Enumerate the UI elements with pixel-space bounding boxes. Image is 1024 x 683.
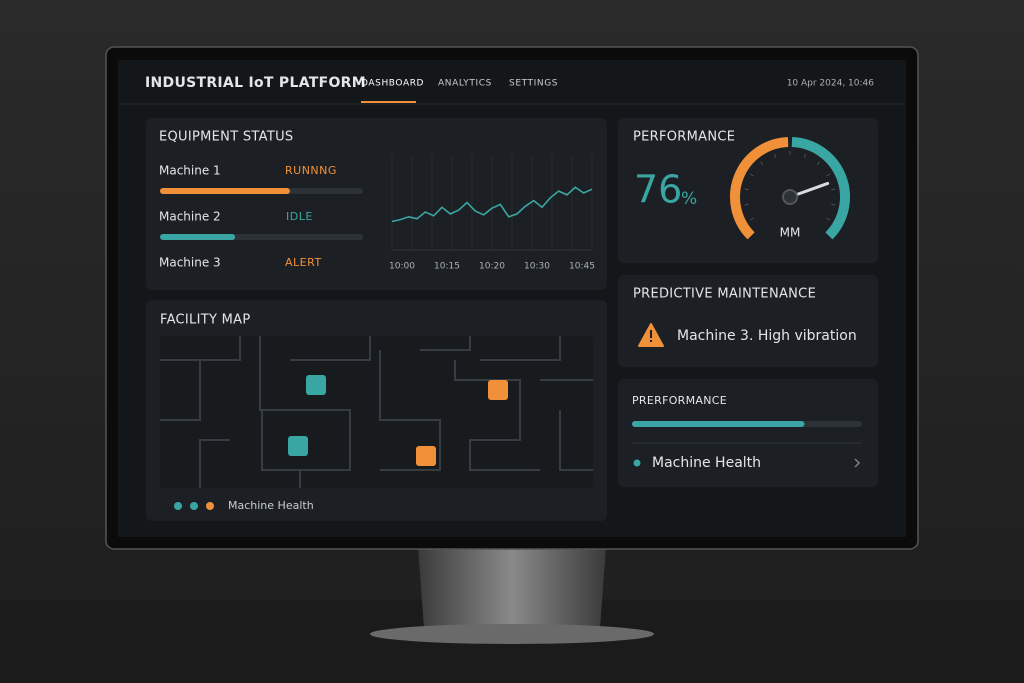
x-tick-label: 10:00 [389, 262, 415, 272]
nav-item[interactable]: DASHBOARD [361, 79, 424, 89]
machine-name: Machine 1 [159, 164, 221, 178]
legend-dot [206, 502, 214, 510]
gauge-tick [760, 161, 764, 166]
gauge-tick [803, 153, 807, 158]
progress-bar [160, 234, 236, 240]
gauge-tick [831, 188, 836, 191]
stand-base [370, 624, 654, 644]
maintenance-panel [618, 275, 878, 367]
map-marker[interactable] [288, 436, 308, 456]
legend-dot [174, 502, 182, 510]
stand-neck [418, 548, 606, 628]
map-walls [160, 336, 593, 488]
panel-title: PERFORMANCE [633, 130, 735, 145]
gauge-tick [749, 217, 754, 221]
machine-status: RUNNNG [285, 164, 337, 177]
chevron[interactable] [854, 458, 861, 468]
gauge-hub [782, 189, 798, 205]
maintenance-message: Machine 3. High vibration [677, 328, 857, 344]
machine-name: Machine 2 [159, 210, 221, 224]
gauge-tick [773, 153, 777, 158]
map-marker[interactable] [306, 375, 326, 395]
gauge-tick [826, 217, 831, 221]
nav-item[interactable]: SETTINGS [509, 79, 558, 89]
machine-name: Machine 3 [159, 256, 221, 270]
warning-icon-dot [650, 340, 652, 342]
gauge-tick [744, 188, 749, 191]
map-area [160, 336, 593, 488]
gauge-tick [831, 203, 836, 206]
x-tick-label: 10:45 [569, 262, 595, 272]
gauge-arc [730, 137, 789, 240]
x-tick-label: 10:15 [434, 262, 460, 272]
legend-label: Machine Health [228, 499, 314, 512]
performance-bar-panel [618, 379, 878, 487]
panel-title: PRERFORMANCE [632, 394, 727, 407]
panel-title: EQUIPMENT STATUS [159, 130, 293, 145]
performance-panel [618, 118, 878, 263]
map-marker[interactable] [488, 380, 508, 400]
gauge-tick [826, 173, 831, 177]
x-tick-label: 10:20 [479, 262, 505, 272]
legend-dot [190, 502, 198, 510]
gauge-tick [749, 173, 754, 177]
machine-status: ALERT [285, 256, 322, 269]
panel-title: FACILITY MAP [160, 313, 251, 328]
gauge-label: MM [780, 226, 801, 240]
machine-status: IDLE [286, 210, 313, 223]
x-tick-label: 10:30 [524, 262, 550, 272]
item-label[interactable]: Machine Health [652, 455, 761, 471]
performance-value: 76 [634, 168, 682, 212]
panel-title: PREDICTIVE MAINTENANCE [633, 287, 816, 302]
nav-item[interactable]: ANALYTICS [438, 79, 492, 89]
app-title: INDUSTRIAL IoT PLATFORM [145, 75, 366, 91]
performance-unit: % [681, 189, 697, 209]
map-marker[interactable] [416, 446, 436, 466]
progress-bar [160, 188, 290, 194]
warning-icon-mark [650, 330, 652, 338]
gauge-tick [816, 161, 820, 166]
datetime: 10 Apr 2024, 10:46 [787, 79, 875, 89]
item-dot [633, 459, 641, 467]
gauge-tick [744, 203, 749, 206]
progress-bar [632, 421, 805, 427]
gauge-arc [791, 137, 850, 240]
trend-line [391, 186, 593, 223]
